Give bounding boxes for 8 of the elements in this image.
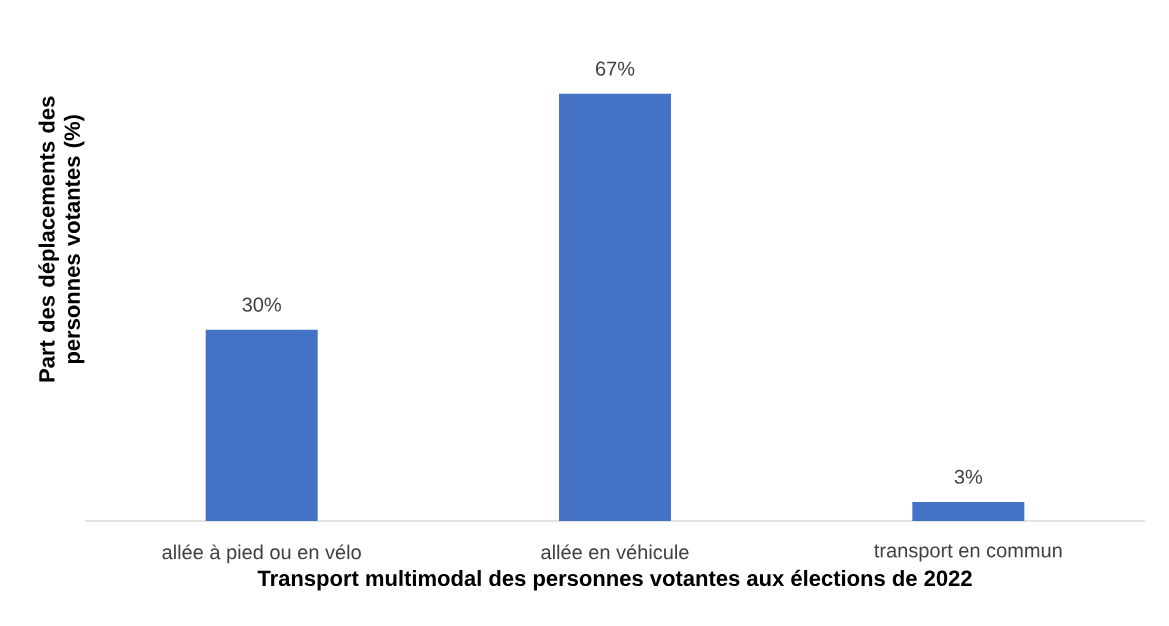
data-label: 30% [242,297,281,312]
data-label: 3% [954,469,983,484]
data-label: 67% [596,61,635,76]
x-tick-label: allée à pied ou en vélo [162,544,361,564]
x-axis-title: Transport multimodal des personnes votantes aux élections de 2022 [257,569,972,591]
y-axis-title: Part des déplacements des personnes votantes (%) [38,96,85,382]
x-tick-label: transport en commun [874,544,1062,562]
x-tick-label: allée en véhicule [541,544,689,560]
